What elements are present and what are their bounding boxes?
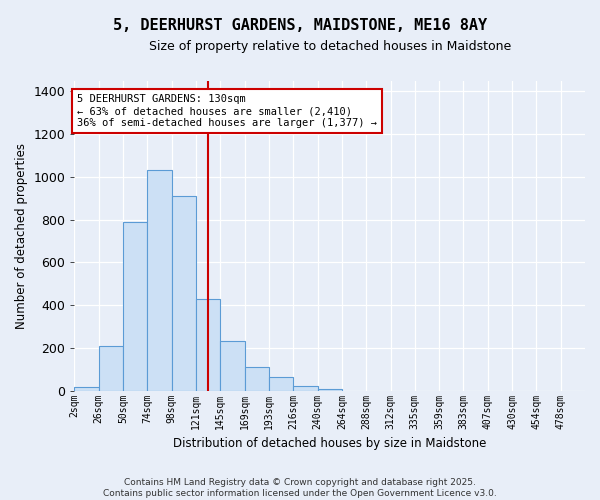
Bar (293, 386, 317, 390)
Text: 5 DEERHURST GARDENS: 130sqm
← 63% of detached houses are smaller (2,410)
36% of : 5 DEERHURST GARDENS: 130sqm ← 63% of det… (77, 94, 377, 128)
Bar (148, 170, 172, 390)
Y-axis label: Number of detached properties: Number of detached properties (15, 142, 28, 328)
Bar (317, 388, 342, 390)
Bar (172, 196, 196, 390)
Bar (99, 346, 123, 391)
Bar (245, 367, 269, 390)
Text: 5, DEERHURST GARDENS, MAIDSTONE, ME16 8AY: 5, DEERHURST GARDENS, MAIDSTONE, ME16 8A… (113, 18, 487, 32)
Bar (269, 376, 293, 390)
Bar (220, 342, 245, 390)
Bar (123, 222, 148, 390)
Bar (74, 388, 99, 390)
X-axis label: Distribution of detached houses by size in Maidstone: Distribution of detached houses by size … (173, 437, 487, 450)
Bar (196, 298, 220, 390)
Title: Size of property relative to detached houses in Maidstone: Size of property relative to detached ho… (149, 40, 511, 53)
Text: Contains HM Land Registry data © Crown copyright and database right 2025.
Contai: Contains HM Land Registry data © Crown c… (103, 478, 497, 498)
